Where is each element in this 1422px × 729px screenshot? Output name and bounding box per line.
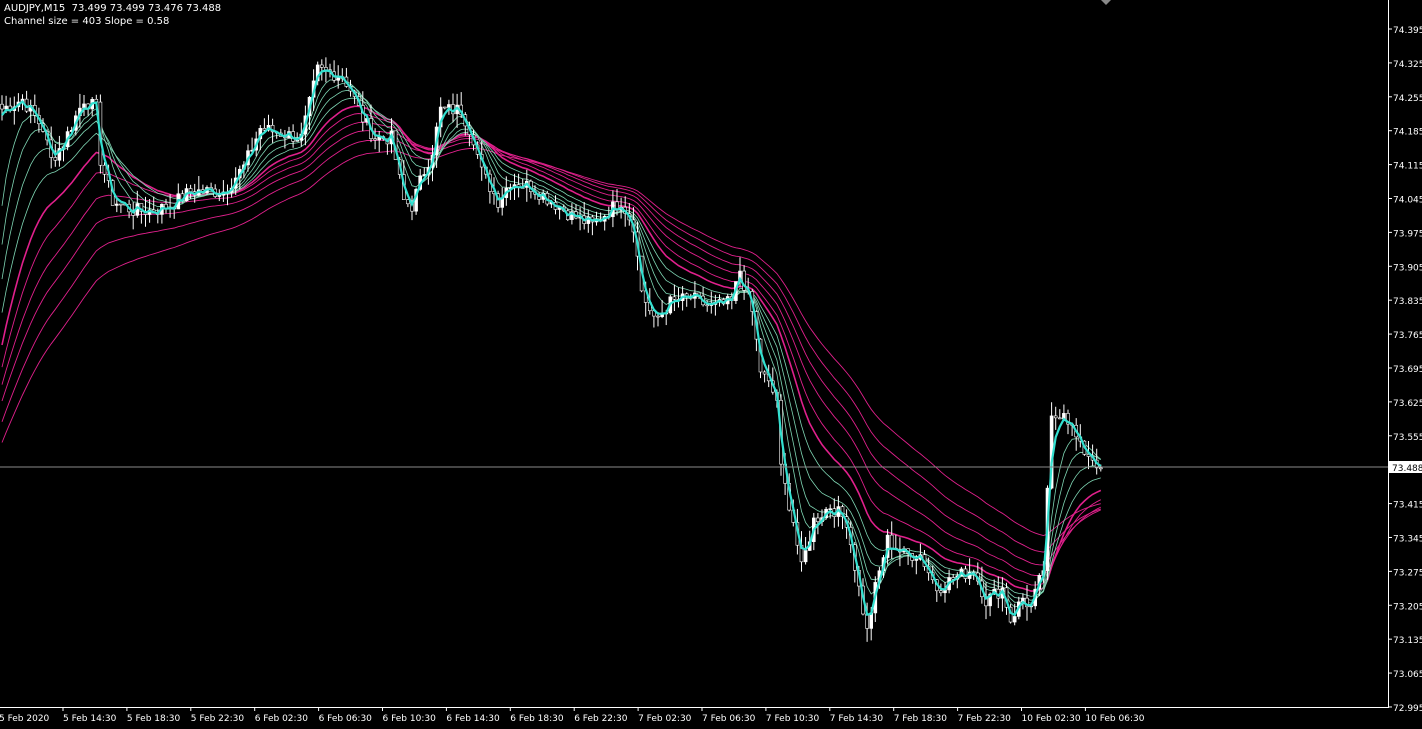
y-tick-label: 73.135 bbox=[1393, 636, 1422, 646]
x-tick-label: 7 Feb 10:30 bbox=[766, 714, 820, 724]
candle-body bbox=[1012, 616, 1017, 623]
time-axis[interactable]: 5 Feb 2020 5 Feb 14:30 5 Feb 18:30 5 Feb 22… bbox=[0, 707, 1145, 724]
candle-body bbox=[570, 211, 574, 220]
x-tick-label: 6 Feb 06:30 bbox=[319, 714, 373, 724]
candle-body bbox=[53, 157, 58, 161]
candle-body bbox=[4, 105, 8, 110]
y-tick-label: 73.345 bbox=[1393, 534, 1422, 544]
candle-body bbox=[319, 64, 324, 68]
x-tick-label: 5 Feb 2020 bbox=[0, 714, 50, 724]
candle-body bbox=[939, 590, 943, 594]
candle-body bbox=[672, 296, 677, 300]
shift-marker-icon[interactable] bbox=[1101, 0, 1111, 5]
slow-ma-line bbox=[1, 105, 1102, 592]
candle-body bbox=[705, 304, 710, 307]
y-tick-label: 73.415 bbox=[1393, 501, 1422, 511]
candle-body bbox=[1066, 413, 1070, 425]
candle-body bbox=[373, 138, 377, 141]
price-axis[interactable]: 74.395 74.325 74.255 74.185 74.115 74.045 73.9… bbox=[1388, 26, 1422, 714]
candle-body bbox=[988, 593, 992, 607]
candle-body bbox=[442, 106, 447, 109]
candle-body bbox=[816, 517, 820, 523]
x-tick-label: 7 Feb 14:30 bbox=[830, 714, 884, 724]
x-tick-label: 6 Feb 02:30 bbox=[255, 714, 309, 724]
candle-body bbox=[885, 534, 890, 558]
y-tick-label: 74.325 bbox=[1393, 60, 1422, 70]
x-tick-label: 7 Feb 06:30 bbox=[702, 714, 756, 724]
candle-body bbox=[447, 104, 451, 108]
y-tick-label: 73.555 bbox=[1393, 433, 1422, 443]
x-tick-label: 5 Feb 18:30 bbox=[127, 714, 181, 724]
x-tick-label: 6 Feb 10:30 bbox=[383, 714, 437, 724]
candle-body bbox=[188, 188, 193, 192]
y-tick-label: 74.395 bbox=[1393, 26, 1422, 36]
x-tick-label: 7 Feb 18:30 bbox=[894, 714, 948, 724]
candle-body bbox=[82, 103, 86, 109]
candle-body bbox=[742, 270, 746, 291]
y-tick-label: 73.765 bbox=[1393, 331, 1422, 341]
x-tick-label: 10 Feb 02:30 bbox=[1022, 714, 1081, 724]
x-tick-label: 6 Feb 18:30 bbox=[510, 714, 564, 724]
x-tick-label: 7 Feb 22:30 bbox=[958, 714, 1012, 724]
current-price-label: 73.488 bbox=[1392, 464, 1422, 474]
candle-body bbox=[889, 534, 894, 549]
x-tick-label: 10 Feb 06:30 bbox=[1085, 714, 1144, 724]
candle-body bbox=[0, 103, 4, 110]
x-tick-label: 5 Feb 14:30 bbox=[63, 714, 117, 724]
moving-averages bbox=[1, 78, 1102, 608]
x-tick-label: 6 Feb 22:30 bbox=[574, 714, 628, 724]
candle-body bbox=[828, 508, 833, 510]
y-tick-label: 73.625 bbox=[1393, 399, 1422, 409]
x-tick-label: 7 Feb 02:30 bbox=[638, 714, 692, 724]
candle-body bbox=[869, 612, 874, 629]
y-tick-label: 74.115 bbox=[1393, 162, 1422, 172]
candle-body bbox=[324, 67, 328, 71]
candle-body bbox=[139, 203, 144, 212]
y-tick-label: 73.065 bbox=[1393, 670, 1422, 680]
mid-ma-line bbox=[1, 78, 1102, 608]
candle-body bbox=[1025, 597, 1029, 608]
y-tick-label: 73.205 bbox=[1393, 602, 1422, 612]
candle-body bbox=[1053, 415, 1058, 419]
y-tick-label: 72.995 bbox=[1393, 704, 1422, 714]
symbol-header[interactable]: AUDJPY,M15 73.499 73.499 73.476 73.488 bbox=[4, 3, 222, 14]
y-tick-label: 73.835 bbox=[1393, 297, 1422, 307]
current-price-label-bg bbox=[1389, 461, 1422, 473]
candle-body bbox=[102, 164, 107, 175]
slow-ma-line bbox=[1, 113, 1102, 586]
y-tick-label: 73.975 bbox=[1393, 229, 1422, 239]
y-tick-label: 74.255 bbox=[1393, 94, 1422, 104]
y-tick-label: 73.905 bbox=[1393, 263, 1422, 273]
candle-body bbox=[656, 315, 660, 318]
candle-body bbox=[803, 550, 808, 563]
candle-body bbox=[115, 203, 119, 206]
slow-ma-line bbox=[1, 130, 1101, 566]
candle-body bbox=[1099, 467, 1103, 470]
candle-body bbox=[762, 371, 767, 375]
candle-body bbox=[914, 559, 919, 561]
slow-ma-line bbox=[1, 147, 1101, 536]
fast-ma-line bbox=[1, 69, 1102, 617]
candle-body bbox=[406, 199, 410, 205]
y-tick-label: 73.695 bbox=[1393, 365, 1422, 375]
indicator-info: Channel size = 403 Slope = 0.58 bbox=[4, 16, 170, 27]
fast-ma bbox=[1, 69, 1102, 617]
mid-ma-line bbox=[1, 97, 1101, 597]
candle-body bbox=[57, 148, 62, 161]
candle-body bbox=[496, 193, 500, 208]
candle-body bbox=[1058, 417, 1062, 420]
candles bbox=[0, 57, 1103, 642]
x-tick-label: 6 Feb 14:30 bbox=[446, 714, 500, 724]
y-tick-label: 74.185 bbox=[1393, 128, 1422, 138]
x-tick-label: 5 Feb 22:30 bbox=[191, 714, 245, 724]
y-tick-label: 73.275 bbox=[1393, 568, 1422, 578]
candle-body bbox=[865, 613, 869, 629]
y-tick-label: 74.045 bbox=[1393, 195, 1422, 205]
candle-body bbox=[262, 128, 267, 131]
candle-body bbox=[119, 203, 123, 206]
